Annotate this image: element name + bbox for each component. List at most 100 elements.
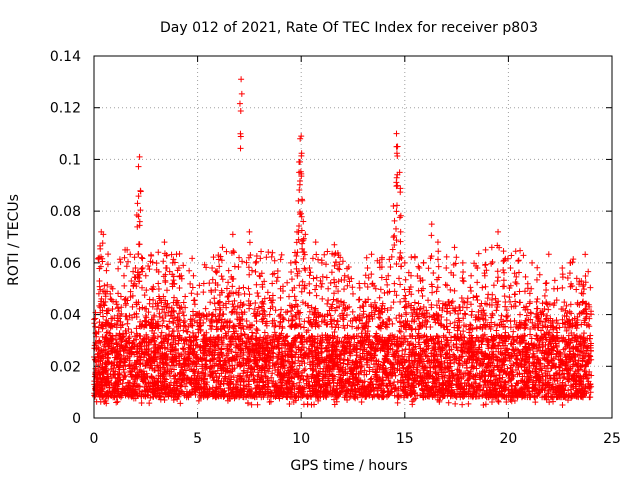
data-point: [158, 329, 165, 336]
data-point: [346, 365, 353, 372]
data-point: [545, 306, 552, 313]
x-tick-label: 0: [90, 431, 99, 447]
y-tick-label: 0: [72, 411, 81, 427]
data-point: [113, 399, 120, 406]
x-tick-label: 15: [396, 431, 414, 447]
data-point: [282, 309, 289, 316]
data-points: [91, 76, 595, 409]
x-tick-label: 20: [499, 431, 517, 447]
data-point: [208, 326, 215, 333]
data-point: [586, 394, 593, 401]
data-point: [254, 327, 261, 334]
data-point: [504, 365, 511, 372]
data-point: [297, 323, 304, 330]
data-point: [465, 400, 472, 407]
data-point: [461, 310, 468, 317]
data-point: [146, 400, 153, 407]
chart-title: Day 012 of 2021, Rate Of TEC Index for r…: [160, 20, 538, 36]
data-point: [341, 356, 348, 363]
x-tick-label: 5: [193, 431, 202, 447]
data-point: [269, 370, 276, 377]
data-point: [442, 301, 449, 308]
data-point: [92, 323, 99, 330]
data-point: [254, 401, 261, 408]
data-point: [533, 332, 540, 339]
data-point: [587, 389, 594, 396]
data-point: [567, 301, 574, 308]
data-point: [503, 317, 510, 324]
x-tick-label: 10: [292, 431, 310, 447]
data-point: [296, 315, 303, 322]
data-point: [457, 331, 464, 338]
data-point: [211, 300, 218, 307]
data-point: [261, 329, 268, 336]
data-point: [522, 360, 529, 367]
data-point: [249, 329, 256, 336]
data-point: [559, 401, 566, 408]
data-point: [103, 329, 110, 336]
data-point: [349, 323, 356, 330]
data-point: [324, 300, 331, 307]
data-point: [452, 400, 459, 407]
x-tick-label: 25: [603, 431, 621, 447]
y-axis-label: ROTI / TECUs: [6, 194, 22, 286]
data-point: [314, 333, 321, 340]
data-point: [240, 301, 247, 308]
data-point: [272, 307, 279, 314]
data-point: [252, 299, 259, 306]
data-point: [111, 371, 118, 378]
grid-lines: [94, 56, 612, 418]
data-point: [563, 302, 570, 309]
data-point: [245, 400, 252, 407]
data-point: [304, 401, 311, 408]
data-point: [114, 398, 121, 405]
data-point: [229, 301, 236, 308]
data-point: [150, 332, 157, 339]
data-point: [483, 364, 490, 371]
data-point: [560, 346, 567, 353]
data-point: [159, 322, 166, 329]
data-point: [532, 399, 539, 406]
y-tick-label: 0.06: [50, 256, 81, 272]
data-point: [411, 299, 418, 306]
data-point: [302, 366, 309, 373]
data-point: [368, 375, 375, 382]
data-point: [495, 398, 502, 405]
data-point: [402, 309, 409, 316]
data-point: [122, 363, 129, 370]
data-point: [447, 320, 454, 327]
y-tick-label: 0.04: [50, 308, 81, 324]
data-point: [177, 305, 184, 312]
data-point: [438, 314, 445, 321]
data-point: [260, 307, 267, 314]
data-point: [477, 303, 484, 310]
data-point: [92, 315, 99, 322]
data-point: [415, 339, 422, 346]
y-tick-label: 0.08: [50, 204, 81, 220]
data-point: [184, 328, 191, 335]
data-point: [394, 399, 401, 406]
data-point: [560, 374, 567, 381]
y-tick-label: 0.1: [59, 152, 81, 168]
data-point: [167, 379, 174, 386]
data-point: [202, 305, 209, 312]
data-point: [161, 396, 168, 403]
data-point: [390, 299, 397, 306]
data-point: [389, 320, 396, 327]
data-point: [186, 334, 193, 341]
data-point: [493, 307, 500, 314]
data-point: [463, 365, 470, 372]
data-point: [489, 310, 496, 317]
data-point: [445, 399, 452, 406]
y-tick-label: 0.12: [50, 101, 81, 117]
data-point: [480, 402, 487, 409]
data-point: [563, 327, 570, 334]
data-point: [181, 318, 188, 325]
data-point: [241, 331, 248, 338]
data-point: [498, 312, 505, 319]
data-point: [361, 367, 368, 374]
data-point: [138, 399, 145, 406]
data-point: [409, 401, 416, 408]
x-axis-label: GPS time / hours: [290, 458, 407, 474]
